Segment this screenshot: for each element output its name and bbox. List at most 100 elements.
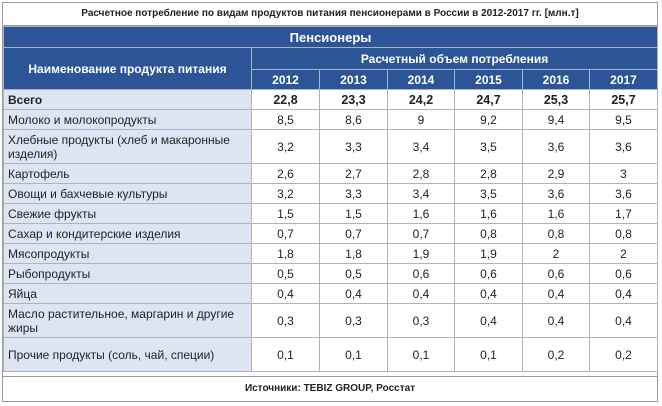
table-row: Овощи и бахчевые культуры 3,2 3,3 3,4 3,5 3,6… <box>3 183 659 204</box>
source-note: Источники: TEBIZ GROUP, Росстат <box>3 376 657 401</box>
value-cell: 0,3 <box>319 303 388 338</box>
product-name-cell: Хлебные продукты (хлеб и макаронные изде… <box>3 129 252 164</box>
value-cell: 3,6 <box>522 183 590 204</box>
value-cell: 2 <box>588 243 659 264</box>
year-header: 2015 <box>454 69 523 90</box>
product-name-cell: Овощи и бахчевые культуры <box>3 183 252 204</box>
value-cell: 0,4 <box>588 283 659 304</box>
total-value-cell: 24,2 <box>387 89 455 110</box>
total-value-cell: 25,7 <box>588 89 659 110</box>
value-cell: 0,7 <box>319 223 388 244</box>
product-name-header: Наименование продукта питания <box>3 47 252 90</box>
value-cell: 3,5 <box>454 129 523 164</box>
value-cell: 0,7 <box>251 223 320 244</box>
total-row: Всего 22,8 23,3 24,2 24,7 25,3 25,7 <box>3 89 659 110</box>
value-cell: 0,1 <box>387 337 455 372</box>
value-cell: 2,9 <box>522 163 590 184</box>
total-value-cell: 22,8 <box>251 89 320 110</box>
value-cell: 2,7 <box>319 163 388 184</box>
value-cell: 2 <box>522 243 590 264</box>
product-name-cell: Молоко и молокопродукты <box>3 109 252 130</box>
value-cell: 8,6 <box>319 109 388 130</box>
value-cell: 0,1 <box>251 337 320 372</box>
value-cell: 0,4 <box>454 303 523 338</box>
value-cell: 3,6 <box>588 129 659 164</box>
year-header: 2017 <box>588 69 659 90</box>
value-cell: 1,5 <box>251 203 320 224</box>
volume-header: Расчетный объем потребления <box>250 47 659 70</box>
value-cell: 0,4 <box>319 283 388 304</box>
value-cell: 0,4 <box>387 283 455 304</box>
value-cell: 2,8 <box>454 163 523 184</box>
value-cell: 0,4 <box>588 303 659 338</box>
value-cell: 0,3 <box>387 303 455 338</box>
value-cell: 3,2 <box>251 129 320 164</box>
total-value-cell: 24,7 <box>454 89 523 110</box>
table-row: Свежие фрукты 1,5 1,5 1,6 1,6 1,6 1,7 <box>3 203 659 224</box>
value-cell: 0,8 <box>522 223 590 244</box>
value-cell: 9 <box>387 109 455 130</box>
years-row: 2012 2013 2014 2015 2016 2017 <box>4 69 659 90</box>
consumption-table: Пенсионеры Наименование продукта питания… <box>2 26 659 372</box>
table-row: Сахар и кондитерские изделия 0,7 0,7 0,7 0,8… <box>3 223 659 244</box>
value-cell: 9,5 <box>588 109 659 130</box>
value-cell: 0,1 <box>319 337 388 372</box>
product-name-cell: Масло растительное, маргарин и другие жи… <box>3 303 252 338</box>
value-cell: 1,7 <box>588 203 659 224</box>
value-cell: 3,2 <box>251 183 320 204</box>
value-cell: 1,6 <box>387 203 455 224</box>
value-cell: 0,3 <box>251 303 320 338</box>
value-cell: 0,6 <box>522 263 590 284</box>
value-cell: 0,2 <box>588 337 659 372</box>
value-cell: 0,8 <box>588 223 659 244</box>
total-value-cell: 23,3 <box>319 89 388 110</box>
product-name-cell: Яйца <box>3 283 252 304</box>
total-label: Всего <box>3 89 252 110</box>
value-cell: 0,8 <box>454 223 523 244</box>
value-cell: 3,3 <box>319 183 388 204</box>
table-row: Прочие продукты (соль, чай, специи) 0,1 0,… <box>3 337 659 372</box>
value-cell: 1,8 <box>319 243 388 264</box>
table-row: Мясопродукты 1,8 1,8 1,9 1,9 2 2 <box>3 243 659 264</box>
value-cell: 0,2 <box>522 337 590 372</box>
total-value-cell: 25,3 <box>522 89 590 110</box>
year-header: 2013 <box>319 69 388 90</box>
value-cell: 3,6 <box>588 183 659 204</box>
product-name-cell: Прочие продукты (соль, чай, специи) <box>3 337 252 372</box>
value-cell: 1,6 <box>522 203 590 224</box>
year-header: 2012 <box>251 69 320 90</box>
table-row: Картофель 2,6 2,7 2,8 2,8 2,9 3 <box>3 163 659 184</box>
value-cell: 3,6 <box>522 129 590 164</box>
value-cell: 1,9 <box>387 243 455 264</box>
product-name-cell: Мясопродукты <box>3 243 252 264</box>
value-cell: 9,4 <box>522 109 590 130</box>
product-name-cell: Свежие фрукты <box>3 203 252 224</box>
pensioners-band: Пенсионеры <box>2 26 659 48</box>
product-name-cell: Сахар и кондитерские изделия <box>3 223 252 244</box>
table-frame: Расчетное потребление по видам продуктов… <box>2 2 659 402</box>
table-row: Хлебные продукты (хлеб и макаронные изде… <box>3 129 659 164</box>
value-cell: 8,5 <box>251 109 320 130</box>
value-cell: 0,1 <box>454 337 523 372</box>
value-cell: 1,5 <box>319 203 388 224</box>
value-cell: 0,4 <box>454 283 523 304</box>
value-cell: 0,6 <box>454 263 523 284</box>
value-cell: 9,2 <box>454 109 523 130</box>
value-cell: 3,3 <box>319 129 388 164</box>
value-cell: 2,8 <box>387 163 455 184</box>
value-cell: 0,4 <box>522 303 590 338</box>
value-cell: 3,4 <box>387 129 455 164</box>
value-cell: 0,5 <box>319 263 388 284</box>
value-cell: 3,4 <box>387 183 455 204</box>
table-row: Рыбопродукты 0,5 0,5 0,6 0,6 0,6 0,6 <box>3 263 659 284</box>
table-row: Молоко и молокопродукты 8,5 8,6 9 9,2 9,4 9,5 <box>3 109 659 130</box>
value-cell: 0,6 <box>588 263 659 284</box>
value-cell: 1,6 <box>454 203 523 224</box>
table-body: Всего 22,8 23,3 24,2 24,7 25,3 25,7 Молоко и мо… <box>3 89 659 372</box>
value-cell: 0,5 <box>251 263 320 284</box>
year-header: 2014 <box>387 69 455 90</box>
value-cell: 2,6 <box>251 163 320 184</box>
table-title: Расчетное потребление по видам продуктов… <box>3 3 657 26</box>
value-cell: 1,9 <box>454 243 523 264</box>
year-header: 2016 <box>522 69 590 90</box>
